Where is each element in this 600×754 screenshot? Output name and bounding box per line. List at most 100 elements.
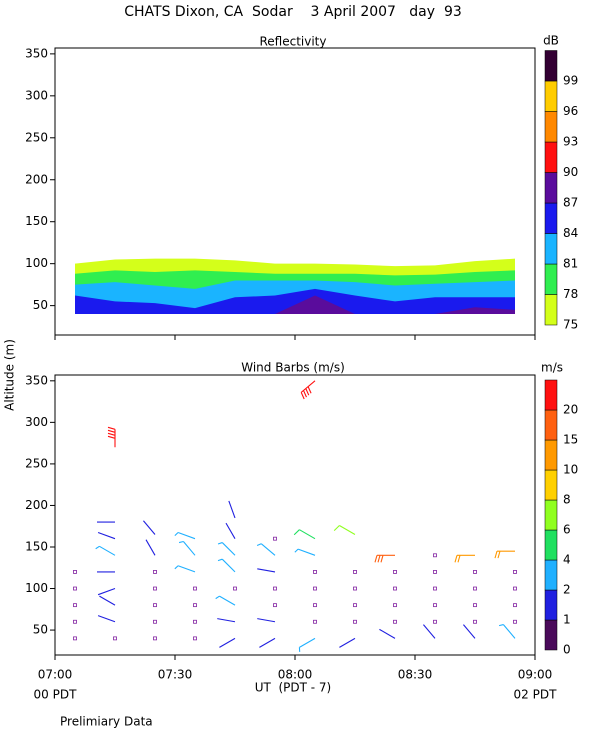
- wind-barb: [225, 522, 236, 539]
- colorbar-segment: [544, 529, 558, 561]
- colorbar-tick-label: 87: [563, 196, 578, 210]
- colorbar-tick-label: 15: [563, 433, 578, 447]
- wind-barb: [107, 426, 116, 448]
- wind-barb: [498, 624, 516, 639]
- colorbar-tick-label: 1: [563, 613, 571, 627]
- x-tick-label: 07:30: [158, 668, 193, 682]
- wind-barb: [298, 637, 316, 652]
- colorbar-label: dB: [543, 34, 559, 48]
- wind-barb: [463, 624, 476, 639]
- missing-marker: [433, 603, 437, 608]
- wind-barb: [454, 554, 475, 563]
- missing-marker: [193, 603, 197, 608]
- wind-barb: [143, 520, 156, 535]
- missing-marker: [473, 603, 477, 608]
- colorbar-tick-label: 84: [563, 226, 578, 240]
- colorbar-segment: [544, 379, 558, 411]
- x-axis-label: UT (PDT - 7): [255, 681, 332, 695]
- y-tick-label: 200: [25, 172, 48, 186]
- y-tick-label: 100: [25, 581, 48, 595]
- missing-marker: [313, 619, 317, 624]
- colorbar-tick-label: 2: [563, 583, 571, 597]
- colorbar-segment: [544, 469, 558, 501]
- wind-barb: [95, 545, 116, 556]
- contour-band: [75, 288, 515, 315]
- missing-marker: [193, 619, 197, 624]
- wind-barb: [256, 543, 276, 556]
- colorbar-segment: [544, 499, 558, 531]
- wind-barb: [293, 529, 316, 540]
- missing-marker: [313, 570, 317, 574]
- colorbar-tick-label: 75: [563, 318, 578, 332]
- wind-barb: [257, 568, 276, 573]
- wind-barb: [259, 637, 276, 648]
- y-tick-label: 50: [33, 623, 48, 637]
- missing-marker: [73, 586, 77, 591]
- x-tick-label: 07:00: [38, 668, 73, 682]
- y-tick-label: 250: [25, 130, 48, 144]
- missing-marker: [393, 570, 397, 574]
- colorbar-tick-label: 78: [563, 287, 578, 301]
- missing-marker: [353, 603, 357, 608]
- missing-marker: [233, 586, 237, 591]
- missing-marker: [73, 636, 77, 641]
- missing-marker: [353, 570, 357, 574]
- wind-barb: [333, 525, 356, 536]
- missing-marker: [73, 603, 77, 608]
- y-tick-label: 100: [25, 256, 48, 270]
- wind-barb: [339, 637, 356, 648]
- missing-marker: [433, 553, 437, 558]
- colorbar-segment: [544, 439, 558, 471]
- colorbar-tick-label: 4: [563, 553, 571, 567]
- y-tick-label: 50: [33, 298, 48, 312]
- colorbar-tick-label: 90: [563, 165, 578, 179]
- missing-marker: [433, 570, 437, 574]
- missing-marker: [313, 603, 317, 608]
- colorbar-tick-label: 96: [563, 104, 578, 118]
- wind-barb: [294, 548, 316, 556]
- y-tick-label: 200: [25, 498, 48, 512]
- missing-marker: [153, 619, 157, 624]
- colorbar-segment: [544, 409, 558, 441]
- missing-marker: [513, 603, 517, 608]
- colorbar-tick-label: 99: [563, 74, 578, 88]
- colorbar-segment: [544, 111, 558, 143]
- x-start-label: 00 PDT: [34, 688, 78, 702]
- contour-band: [75, 295, 515, 315]
- colorbar-segment: [544, 172, 558, 204]
- colorbar-segment: [544, 141, 558, 173]
- colorbar-segment: [544, 233, 558, 265]
- wind-barb: [374, 554, 395, 563]
- missing-marker: [393, 603, 397, 608]
- wind-barb: [174, 565, 196, 573]
- wind-barb: [178, 540, 196, 556]
- wind-barb: [97, 615, 116, 623]
- wind-barb: [257, 618, 276, 623]
- missing-marker: [513, 586, 517, 591]
- y-tick-label: 150: [25, 214, 48, 228]
- missing-marker: [393, 619, 397, 624]
- x-end-label: 02 PDT: [514, 688, 558, 702]
- missing-marker: [393, 586, 397, 591]
- missing-marker: [473, 619, 477, 624]
- wind-barb: [423, 624, 436, 639]
- missing-marker: [153, 586, 157, 591]
- missing-marker: [153, 570, 157, 574]
- colorbar-segment: [544, 294, 558, 326]
- missing-marker: [513, 619, 517, 624]
- missing-marker: [153, 636, 157, 641]
- missing-marker: [273, 603, 277, 608]
- x-tick-label: 09:00: [518, 668, 553, 682]
- colorbar-segment: [544, 202, 558, 234]
- wind-barb: [228, 500, 236, 519]
- colorbar-tick-label: 8: [563, 493, 571, 507]
- wind-barb: [219, 637, 236, 648]
- wind-barb: [300, 380, 316, 400]
- missing-marker: [353, 586, 357, 591]
- missing-marker: [73, 619, 77, 624]
- y-tick-label: 150: [25, 539, 48, 553]
- missing-marker: [193, 586, 197, 591]
- missing-marker: [513, 570, 517, 574]
